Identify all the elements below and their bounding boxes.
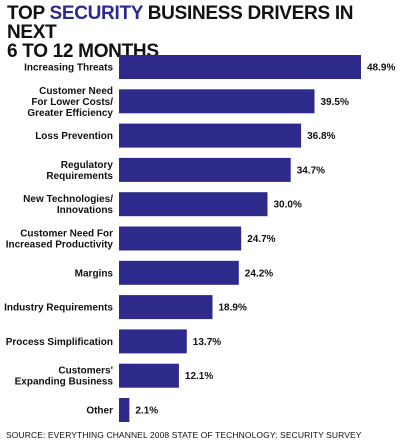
bar — [119, 295, 213, 320]
category-label: Margins — [75, 268, 114, 279]
category-label-line: Requirements — [46, 171, 113, 182]
title-part-2: BUSINESS DRIVERS IN NEXT — [7, 3, 354, 43]
category-label-line: Increasing Threats — [24, 63, 113, 74]
bar — [119, 260, 239, 285]
bar-row: Customer Need For Increased Productivity 2… — [6, 226, 276, 251]
title-accent-word: SECURITY — [49, 3, 143, 24]
bar-row: Customers' Expanding Business 12.1% — [15, 363, 213, 388]
bar — [119, 157, 291, 182]
category-label-line: Loss Prevention — [35, 131, 113, 142]
value-label: 24.7% — [247, 234, 275, 245]
bar-row: Increasing Threats 48.9% — [24, 55, 395, 79]
bar — [119, 55, 361, 79]
category-label: Process Simplification — [6, 337, 113, 348]
bar-row: Other 2.1% — [86, 398, 158, 422]
category-label: Customers' Expanding Business — [15, 366, 114, 388]
category-label-line: Other — [86, 406, 113, 417]
category-label-line: Customer Need — [39, 86, 113, 97]
bar-row: New Technologies/Innovations 30.0% — [23, 192, 302, 217]
bar — [119, 329, 187, 354]
value-label: 2.1% — [135, 406, 158, 417]
value-label: 39.5% — [321, 97, 349, 108]
value-label: 30.0% — [274, 200, 302, 211]
category-label: Other — [86, 406, 113, 417]
value-label: 48.9% — [367, 63, 395, 74]
category-label-line: Industry Requirements — [4, 303, 113, 314]
bar-row: Margins 24.2% — [75, 260, 273, 285]
value-label: 13.7% — [193, 337, 221, 348]
bar — [119, 226, 242, 251]
category-label: Increasing Threats — [24, 63, 113, 74]
bar-row: Customer Need For Lower Costs/Greater Eff… — [27, 86, 349, 119]
category-label: Regulatory Requirements — [46, 160, 113, 182]
category-label-line: Process Simplification — [6, 337, 113, 348]
category-label-line: Regulatory — [61, 160, 114, 171]
category-label-line: Customers' — [58, 366, 113, 377]
bar — [119, 192, 268, 217]
value-label: 24.2% — [245, 268, 273, 279]
source-note: SOURCE: EVERYTHING CHANNEL 2008 STATE OF… — [6, 430, 362, 440]
category-label: New Technologies/Innovations — [23, 194, 113, 216]
category-label-line: Greater Efficiency — [27, 108, 113, 119]
chart-title: TOP SECURITY BUSINESS DRIVERS IN NEXT 6 … — [7, 4, 397, 61]
category-label-line: For Lower Costs/ — [31, 97, 113, 108]
category-label-line: Customer Need For — [20, 229, 113, 240]
bar-row: Loss Prevention 36.8% — [35, 123, 336, 148]
category-label-line: Innovations — [57, 205, 114, 216]
category-label: Customer Need For Lower Costs/Greater Eff… — [27, 86, 113, 119]
category-label: Loss Prevention — [35, 131, 113, 142]
bar-row: Regulatory Requirements 34.7% — [46, 157, 325, 182]
bar-row: Industry Requirements 18.9% — [4, 295, 247, 320]
bar — [119, 123, 302, 148]
category-label-line: Increased Productivity — [6, 240, 114, 251]
category-label: Industry Requirements — [4, 303, 113, 314]
bar — [119, 398, 130, 422]
bar — [119, 363, 179, 388]
category-label-line: Margins — [75, 268, 114, 279]
value-label: 12.1% — [185, 371, 213, 382]
category-label: Customer Need For Increased Productivity — [6, 229, 114, 251]
category-label-line: Expanding Business — [15, 377, 114, 388]
value-label: 18.9% — [219, 303, 247, 314]
bar-row: Process Simplification 13.7% — [6, 329, 221, 354]
value-label: 36.8% — [307, 131, 335, 142]
value-label: 34.7% — [297, 165, 325, 176]
title-part-1: TOP — [7, 3, 50, 24]
category-label-line: New Technologies/ — [23, 194, 113, 205]
bar — [119, 89, 315, 114]
